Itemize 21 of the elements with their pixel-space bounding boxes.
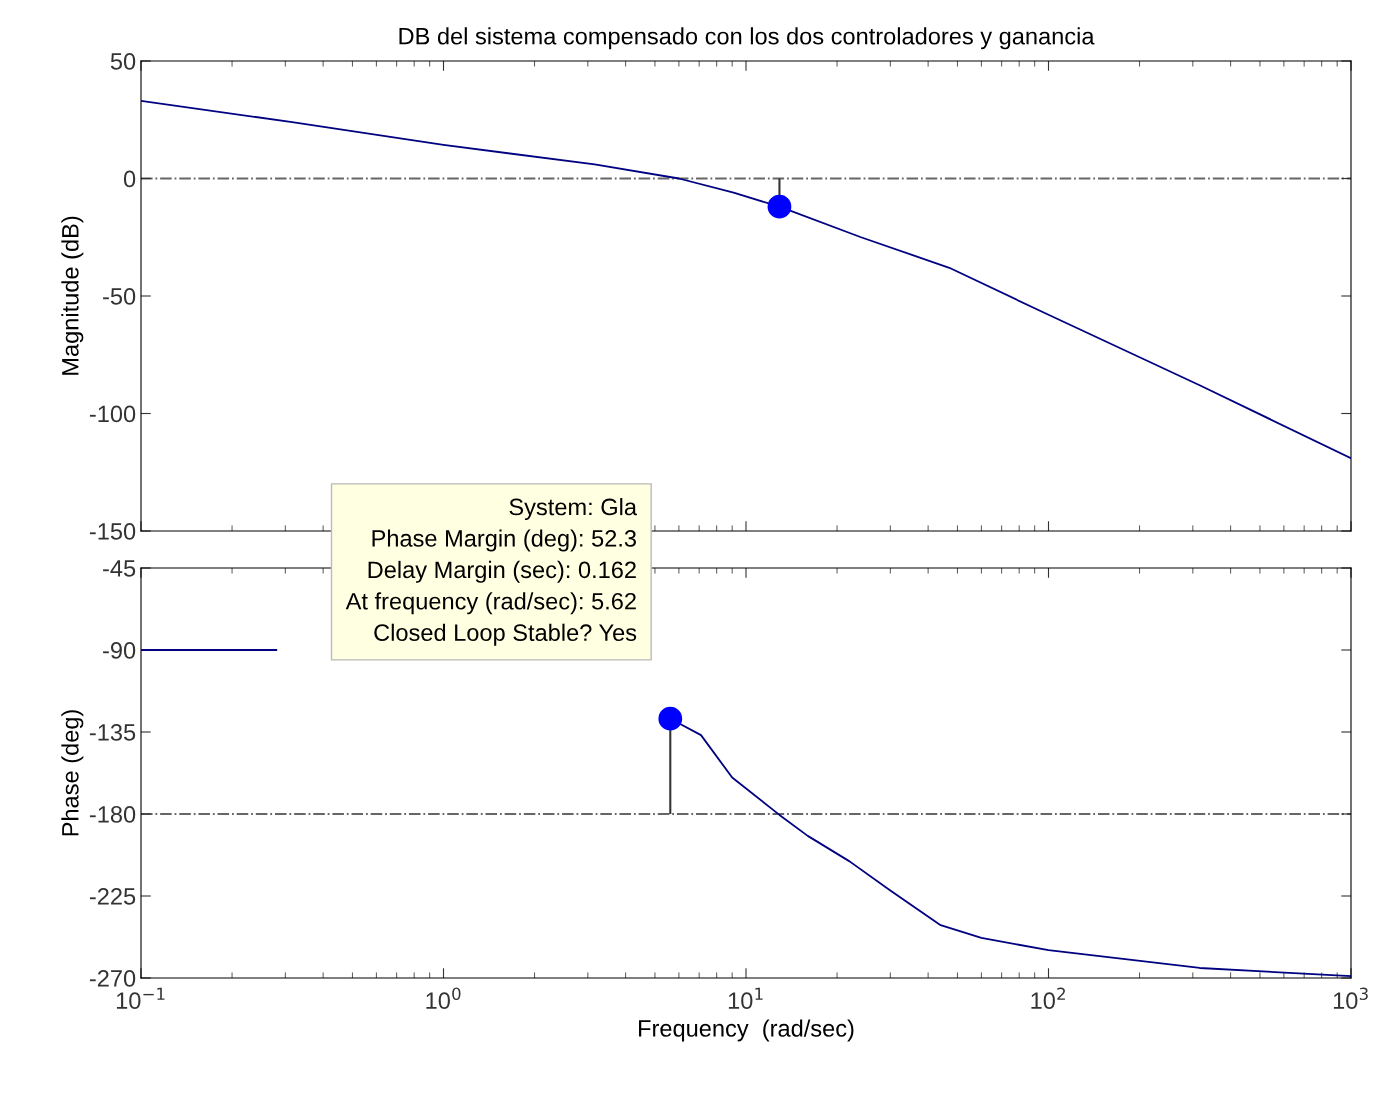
x-tick-label: 10$^{2}$ <box>1031 987 1065 1010</box>
y-tick-label: -100 <box>89 405 136 423</box>
x-tick-label: 10$^{0}$ <box>426 987 461 1010</box>
y-axis-title: Phase (deg) <box>61 710 84 836</box>
y-tick-label: 0 <box>123 170 136 188</box>
y-tick-label: -225 <box>89 888 136 905</box>
x-tick-label: 10$^{3}$ <box>1333 987 1368 1010</box>
x-tick-label: 10$^{1}$ <box>728 987 763 1010</box>
y-axis-title: Magnitude (dB) <box>61 216 84 375</box>
x-tick-label: 10$^{−1}$ <box>116 987 165 1010</box>
y-tick-label: -135 <box>89 724 136 741</box>
y-tick-label: -150 <box>89 523 136 540</box>
y-tick-label: -90 <box>103 642 136 659</box>
y-tick-label: -180 <box>89 806 136 823</box>
chart-title: DB del sistema compensado con los dos controladores y ganancia <box>399 27 1095 50</box>
x-axis-title: Frequency (rad/sec) <box>639 1019 854 1042</box>
y-tick-label: -45 <box>103 560 136 577</box>
y-tick-label: -50 <box>103 288 136 305</box>
annotation: System: Gla Phase Margin (deg): 52.3 Delay Margin (sec): 0.162 At frequency (rad/sec): 5.62 Closed Loop Stable? Yes <box>345 498 637 646</box>
y-tick-label: 50 <box>110 53 136 70</box>
y-tick-label: -270 <box>89 970 136 987</box>
